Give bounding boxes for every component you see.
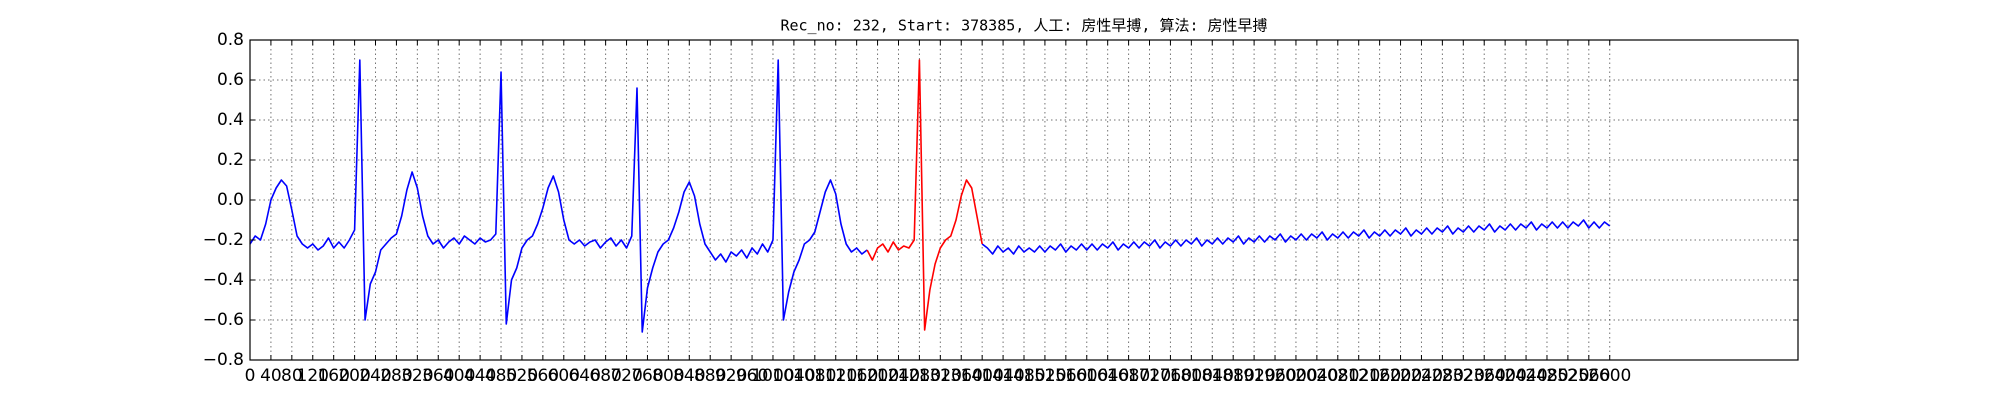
x-tick-label: 2280 [1421, 366, 1464, 386]
x-tick-label: 400 [443, 366, 475, 386]
x-tick-label: 960 [736, 366, 768, 386]
x-tick-label: 2200 [1379, 366, 1422, 386]
x-tick-label: 1800 [1170, 366, 1213, 386]
y-tick-label: 0.2 [217, 150, 244, 170]
x-tick-label: 360 [422, 366, 454, 386]
x-tick-label: 1320 [919, 366, 962, 386]
y-tick-label: −0.2 [203, 230, 244, 250]
x-tick-label: 40 [260, 366, 282, 386]
x-tick-label: 1640 [1086, 366, 1129, 386]
x-tick-label: 1240 [877, 366, 920, 386]
grid [249, 39, 1798, 361]
x-tick-label: 640 [568, 366, 600, 386]
x-tick-label: 2400 [1484, 366, 1527, 386]
chart-title: Rec_no: 232, Start: 378385, 人工: 房性早搏, 算法… [780, 17, 1267, 35]
x-tick-label: 440 [464, 366, 496, 386]
x-tick-label: 1760 [1149, 366, 1192, 386]
x-tick-label: 2080 [1316, 366, 1359, 386]
x-tick-label: 2240 [1400, 366, 1443, 386]
x-tick-label: 2000 [1274, 366, 1317, 386]
x-tick-label: 1200 [856, 366, 899, 386]
x-tick-label: 2520 [1546, 366, 1589, 386]
x-tick-label: 200 [338, 366, 370, 386]
x-tick-label: 880 [694, 366, 726, 386]
ecg-line [866, 59, 983, 331]
x-tick-label: 1360 [940, 366, 983, 386]
x-tick-label: 480 [485, 366, 517, 386]
x-tick-label: 560 [527, 366, 559, 386]
y-tick-label: 0.4 [217, 110, 244, 130]
x-tick-label: 2560 [1567, 366, 1610, 386]
x-tick-label: 680 [589, 366, 621, 386]
x-tick-label: 1480 [1002, 366, 1045, 386]
x-tick-label: 1880 [1212, 366, 1255, 386]
x-tick-label: 1120 [814, 366, 857, 386]
x-tick-label: 240 [359, 366, 391, 386]
x-tick-label: 1440 [981, 366, 1024, 386]
y-tick-label: −0.8 [203, 350, 244, 370]
y-tick-label: −0.6 [203, 310, 244, 330]
x-tick-label: 2600 [1588, 366, 1631, 386]
x-tick-label: 1680 [1107, 366, 1150, 386]
y-tick-label: 0.0 [217, 190, 244, 210]
x-tick-label: 1720 [1128, 366, 1171, 386]
x-tick-label: 0 [245, 366, 256, 386]
x-tick-label: 120 [297, 366, 329, 386]
x-tick-label: 1960 [1253, 366, 1296, 386]
x-tick-label: 1560 [1044, 366, 1087, 386]
ecg-line [249, 59, 1611, 333]
x-tick-label: 320 [401, 366, 433, 386]
y-tick-label: 0.8 [217, 30, 244, 50]
x-tick-label: 1400 [961, 366, 1004, 386]
x-tick-label: 600 [548, 366, 580, 386]
x-tick-label: 1920 [1232, 366, 1275, 386]
y-tick-label: −0.4 [203, 270, 244, 290]
x-tick-label: 760 [631, 366, 663, 386]
x-tick-label: 920 [715, 366, 747, 386]
x-tick-label: 1600 [1065, 366, 1108, 386]
x-tick-label: 2120 [1337, 366, 1380, 386]
x-tick-label: 2160 [1358, 366, 1401, 386]
x-tick-label: 720 [610, 366, 642, 386]
x-tick-label: 160 [317, 366, 349, 386]
x-tick-label: 1080 [793, 366, 836, 386]
x-tick-label: 1520 [1023, 366, 1066, 386]
x-tick-label: 2440 [1504, 366, 1547, 386]
x-tick-label: 2320 [1442, 366, 1485, 386]
x-tick-label: 800 [652, 366, 684, 386]
x-tick-label: 1000 [751, 366, 794, 386]
x-tick-label: 2480 [1525, 366, 1568, 386]
x-tick-label: 1840 [1191, 366, 1234, 386]
plot-lines [249, 59, 1611, 333]
x-tick-label: 280 [380, 366, 412, 386]
ticks: −0.8−0.6−0.4−0.20.00.20.40.60.80 40 801201… [203, 30, 1798, 386]
x-tick-label: 1280 [898, 366, 941, 386]
x-tick-label: 1040 [772, 366, 815, 386]
x-tick-label: 2360 [1463, 366, 1506, 386]
y-tick-label: 0.6 [217, 70, 244, 90]
x-tick-label: 2040 [1295, 366, 1338, 386]
x-tick-label: 80 [281, 366, 303, 386]
x-tick-label: 520 [506, 366, 538, 386]
x-tick-label: 840 [673, 366, 705, 386]
x-tick-label: 1160 [835, 366, 878, 386]
